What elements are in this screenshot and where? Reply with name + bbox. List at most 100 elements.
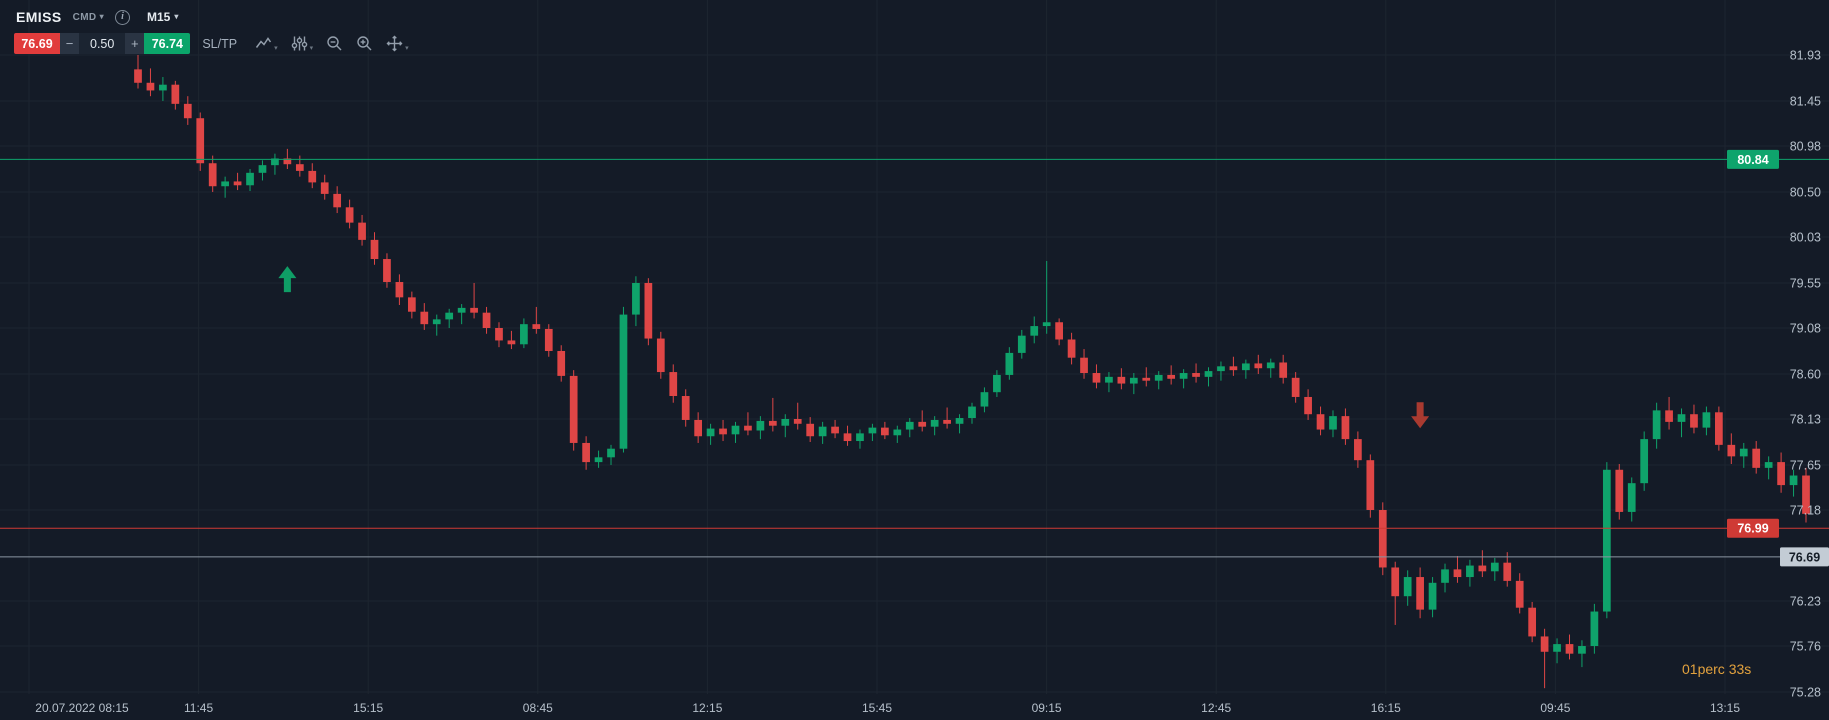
candle-body <box>507 340 516 345</box>
candle-body <box>905 421 914 430</box>
timeframe-dropdown[interactable]: M15 ▾ <box>147 10 178 24</box>
svg-text:09:15: 09:15 <box>1032 701 1062 715</box>
candle-countdown-timer: 01perc 33s <box>1682 661 1752 677</box>
svg-text:09:45: 09:45 <box>1540 701 1570 715</box>
candle-body <box>656 338 665 373</box>
candle-body <box>1304 396 1312 415</box>
candle-body <box>607 448 615 458</box>
grid-lines <box>0 0 1829 694</box>
price-badge-level-high <box>1727 149 1779 169</box>
svg-text:12:15: 12:15 <box>692 701 722 715</box>
svg-text:80.84: 80.84 <box>1737 153 1768 167</box>
candle-body <box>1055 322 1063 340</box>
svg-text:80.98: 80.98 <box>1790 140 1821 154</box>
svg-text:79.55: 79.55 <box>1790 276 1821 290</box>
candle-body <box>1042 322 1051 327</box>
candle-body <box>1764 462 1773 468</box>
candle-body <box>283 158 292 165</box>
volume-decrease-button[interactable]: − <box>60 33 79 54</box>
candle-body <box>383 259 391 283</box>
candle-body <box>1192 373 1200 377</box>
candle-body <box>980 392 989 407</box>
candle-body <box>134 69 142 83</box>
svg-text:76.23: 76.23 <box>1790 595 1821 609</box>
candle-body <box>246 172 254 186</box>
candle-body <box>370 239 379 260</box>
svg-text:81.93: 81.93 <box>1790 49 1821 63</box>
svg-text:12:45: 12:45 <box>1201 701 1231 715</box>
candle-body <box>1777 462 1785 486</box>
candle-body <box>1640 439 1649 484</box>
symbol-name[interactable]: EMISS <box>16 9 62 25</box>
candle-body <box>1789 475 1798 486</box>
candle-body <box>1017 335 1026 353</box>
buy-button[interactable]: 76.74 <box>144 33 191 54</box>
candle-body <box>881 427 889 436</box>
candle-body <box>918 421 927 427</box>
candle-body <box>893 429 902 436</box>
candle-body <box>1715 412 1723 445</box>
svg-text:78.60: 78.60 <box>1790 367 1821 381</box>
candle-body <box>955 418 964 424</box>
candle-body <box>1478 565 1487 572</box>
candle-body <box>1466 565 1474 578</box>
candle-body <box>1167 374 1176 379</box>
info-icon[interactable]: i <box>114 9 130 25</box>
candle-body <box>233 181 242 186</box>
candle-body <box>183 103 192 119</box>
svg-text:15:45: 15:45 <box>862 701 892 715</box>
svg-text:78.13: 78.13 <box>1790 413 1821 427</box>
candles-layer <box>134 55 1810 689</box>
candle-body <box>619 314 628 449</box>
candle-body <box>258 165 267 173</box>
candle-body <box>1291 377 1300 397</box>
candle-body <box>159 84 167 91</box>
arrow-down-marker <box>1411 402 1430 429</box>
volume-increase-button[interactable]: + <box>125 33 145 54</box>
line-chart-tool-button[interactable]: ▾ <box>255 35 278 52</box>
candle-body <box>806 423 815 437</box>
candle-body <box>644 282 653 339</box>
zoom-in-button[interactable] <box>356 35 373 52</box>
svg-text:81.45: 81.45 <box>1790 94 1821 108</box>
line-chart-icon <box>255 37 272 48</box>
candle-body <box>1416 577 1424 610</box>
candle-body <box>1105 376 1113 383</box>
indicators-tool-button[interactable]: ▾ <box>291 35 313 52</box>
instrument-group-dropdown[interactable]: CMD ▾ <box>73 12 104 23</box>
svg-text:15:15: 15:15 <box>353 701 383 715</box>
candle-body <box>320 182 329 194</box>
candle-body <box>731 425 740 435</box>
crosshair-icon <box>386 35 403 52</box>
candle-body <box>345 207 354 223</box>
candle-body <box>1515 580 1524 608</box>
crosshair-tool-button[interactable]: ▾ <box>386 35 409 52</box>
candle-body <box>1279 362 1288 378</box>
candle-body <box>1503 562 1512 581</box>
price-axis-labels[interactable]: 81.93 81.45 80.98 80.50 80.03 79.55 79.08 78.60… <box>1790 49 1821 700</box>
candle-body <box>1428 582 1437 610</box>
candle-body <box>146 82 155 91</box>
candle-body <box>482 312 491 328</box>
volume-value[interactable]: 0.50 <box>90 36 115 51</box>
zoom-out-button[interactable] <box>326 35 343 52</box>
sell-button[interactable]: 76.69 <box>14 33 60 54</box>
chart-toolbar: ▾ ▾ <box>255 35 409 52</box>
candle-body <box>1727 444 1736 457</box>
time-axis-labels[interactable]: 20.07.2022 08:15 11:45 15:15 08:45 12:15 15:4… <box>35 701 1740 715</box>
candle-body <box>818 426 827 437</box>
candle-body <box>1092 373 1101 383</box>
candle-body <box>930 419 939 427</box>
candle-body <box>669 372 678 397</box>
candle-body <box>1142 377 1151 381</box>
svg-text:77.18: 77.18 <box>1790 504 1821 518</box>
candle-body <box>1627 483 1636 512</box>
candle-body <box>1117 376 1126 384</box>
sltp-button[interactable]: SL/TP <box>202 36 238 51</box>
svg-text:08:45: 08:45 <box>523 701 553 715</box>
candle-body <box>594 457 603 463</box>
candle-body <box>1590 611 1599 647</box>
candle-body <box>420 311 429 325</box>
candle-body <box>1154 374 1163 381</box>
